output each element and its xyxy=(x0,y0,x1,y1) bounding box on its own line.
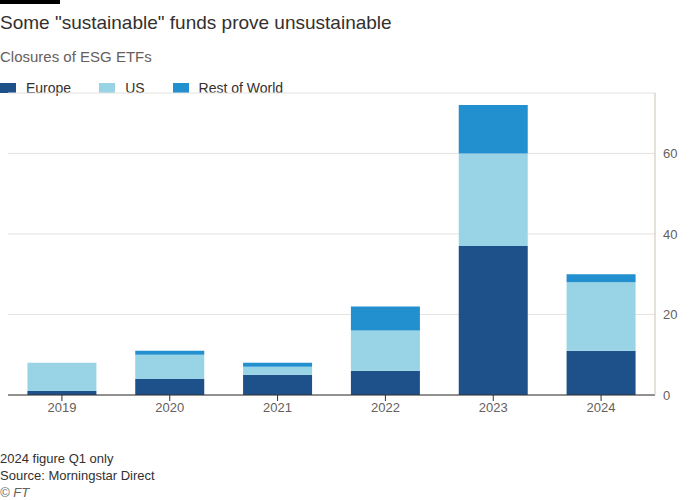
svg-text:2020: 2020 xyxy=(155,400,184,415)
svg-text:20: 20 xyxy=(663,307,677,322)
html-text:Rest of World: Rest of World xyxy=(198,80,284,96)
html-text:Source: Morningstar Direct: Source: Morningstar Direct xyxy=(0,468,155,483)
svg-text:2024: 2024 xyxy=(587,400,616,415)
html-text:US: US xyxy=(125,80,145,96)
svg-text:0: 0 xyxy=(663,388,670,403)
svg-text:60: 60 xyxy=(663,146,677,161)
html-text:Europe: Europe xyxy=(26,80,72,96)
svg-text:2021: 2021 xyxy=(263,400,292,415)
html-text:2024 figure Q1 only: 2024 figure Q1 only xyxy=(0,451,114,466)
html-text:Closures of ESG ETFs: Closures of ESG ETFs xyxy=(0,48,152,65)
svg-text:2019: 2019 xyxy=(47,400,76,415)
html-text:© FT: © FT xyxy=(0,485,30,500)
svg-text:2023: 2023 xyxy=(479,400,508,415)
svg-text:40: 40 xyxy=(663,227,677,242)
html-text:Some "sustainable" funds prove: Some "sustainable" funds prove unsustain… xyxy=(0,12,392,33)
svg-text:2022: 2022 xyxy=(371,400,400,415)
